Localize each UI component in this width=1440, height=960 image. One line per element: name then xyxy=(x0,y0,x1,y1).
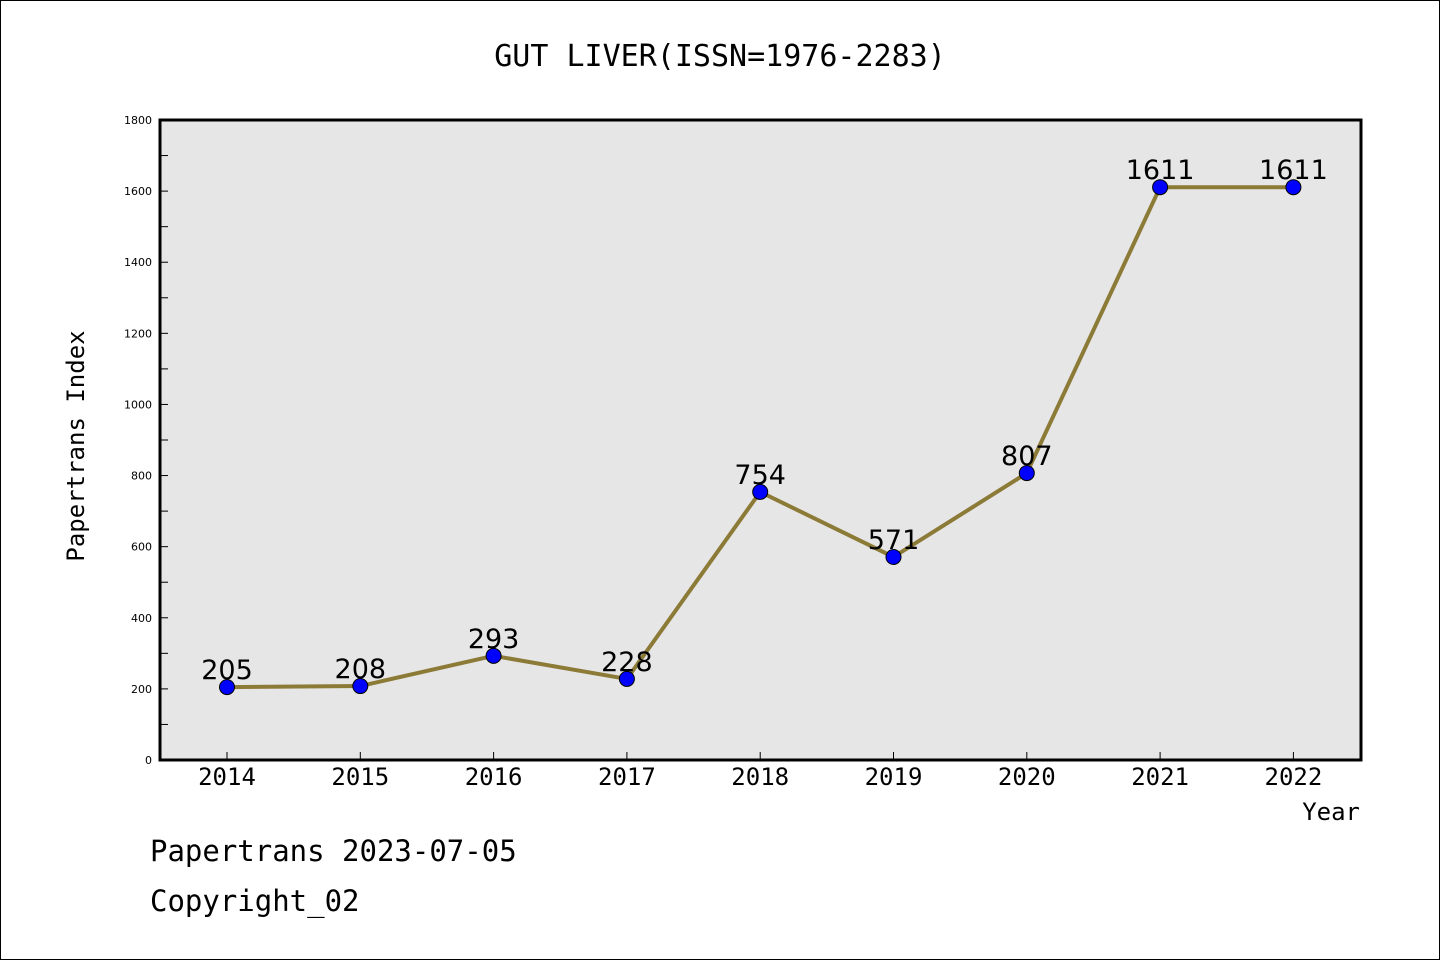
plot-area xyxy=(160,120,1361,760)
y-tick-label: 1200 xyxy=(124,327,152,340)
y-tick-label: 0 xyxy=(145,754,152,767)
data-point xyxy=(219,679,235,696)
x-tick-label: 2017 xyxy=(598,763,656,791)
data-point xyxy=(618,670,635,687)
data-label: 228 xyxy=(601,647,653,678)
copyright-text: Copyright_02 xyxy=(150,884,360,918)
plot-border xyxy=(158,118,1363,762)
y-tick-label: 800 xyxy=(131,470,152,483)
y-tick-label: 400 xyxy=(131,612,152,625)
data-label: 754 xyxy=(734,460,786,491)
x-tick-label: 2019 xyxy=(865,763,923,791)
x-tick-label: 2018 xyxy=(731,763,789,791)
x-tick-label: 2015 xyxy=(331,763,389,791)
series-line-group: 205 208 293 228 754 571 807 1611 1611 xyxy=(201,155,1328,696)
data-label: 1611 xyxy=(1259,155,1328,186)
x-axis-label: Year xyxy=(1302,798,1360,826)
data-label: 571 xyxy=(868,525,920,556)
source-date-text: Papertrans 2023-07-05 xyxy=(150,834,517,868)
data-label: 208 xyxy=(335,654,387,685)
y-tick-label: 1000 xyxy=(124,398,152,411)
x-tick-label: 2021 xyxy=(1131,763,1189,791)
data-point xyxy=(752,483,769,500)
data-point xyxy=(1152,179,1169,196)
data-point xyxy=(1285,179,1302,196)
data-label: 1611 xyxy=(1126,155,1195,186)
x-tick-label: 2020 xyxy=(998,763,1056,791)
y-tick-label: 600 xyxy=(131,541,152,554)
x-tick-label: 2016 xyxy=(465,763,523,791)
y-axis-label: Papertrans Index xyxy=(62,330,90,561)
data-label: 807 xyxy=(1001,441,1053,472)
y-tick-label: 1600 xyxy=(124,185,152,198)
data-point xyxy=(885,548,902,565)
x-axis: 2014 2015 2016 2017 2018 2019 2020 2021 2022 xyxy=(198,752,1322,791)
data-label: 205 xyxy=(201,655,253,686)
y-tick-label: 1800 xyxy=(124,114,152,127)
data-label: 293 xyxy=(468,624,520,655)
data-point xyxy=(352,678,369,695)
x-tick-label: 2014 xyxy=(198,763,256,791)
y-tick-label: 200 xyxy=(131,683,152,696)
data-point xyxy=(485,647,502,664)
chart-title: GUT LIVER(ISSN=1976-2283) xyxy=(494,39,946,74)
data-point xyxy=(1018,465,1035,482)
x-tick-label: 2022 xyxy=(1265,763,1323,791)
y-tick-label: 1400 xyxy=(124,256,152,269)
